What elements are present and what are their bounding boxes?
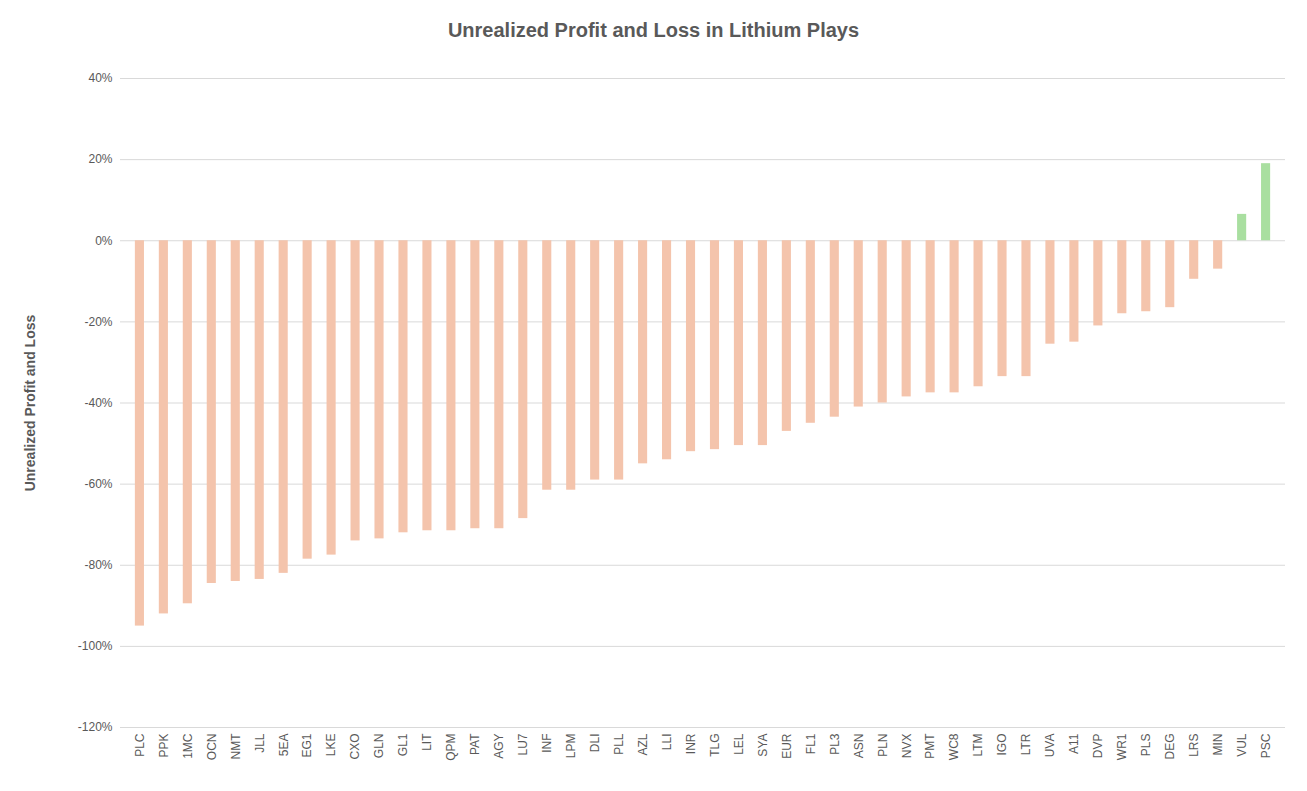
svg-text:PSC: PSC	[1259, 733, 1273, 758]
svg-text:PAT: PAT	[468, 733, 482, 755]
svg-text:EUR: EUR	[780, 733, 794, 759]
svg-text:JLL: JLL	[253, 733, 267, 753]
svg-text:VUL: VUL	[1235, 733, 1249, 757]
svg-text:UVA: UVA	[1043, 734, 1057, 758]
svg-text:TLG: TLG	[708, 734, 722, 757]
svg-text:INR: INR	[684, 733, 698, 754]
svg-text:LLI: LLI	[660, 734, 674, 751]
svg-text:40%: 40%	[88, 71, 112, 85]
svg-text:PLL: PLL	[612, 733, 626, 755]
svg-text:PPK: PPK	[157, 734, 171, 758]
svg-text:LEL: LEL	[732, 733, 746, 755]
svg-text:DVP: DVP	[1091, 734, 1105, 759]
svg-text:-40%: -40%	[84, 396, 112, 410]
svg-text:5EA: 5EA	[277, 734, 291, 757]
svg-text:LTR: LTR	[1019, 733, 1033, 755]
svg-text:-80%: -80%	[84, 558, 112, 572]
svg-text:A11: A11	[1067, 733, 1081, 754]
html-text:Unrealized Profit and Loss in: Unrealized Profit and Loss in Lithium Pl…	[447, 19, 860, 41]
svg-text:NMT: NMT	[229, 733, 243, 760]
svg-text:ASN: ASN	[852, 734, 866, 759]
svg-text:OCN: OCN	[205, 734, 219, 761]
svg-text:-120%: -120%	[78, 720, 113, 734]
svg-text:EG1: EG1	[300, 733, 314, 757]
svg-text:20%: 20%	[88, 152, 112, 166]
svg-text:Unrealized Profit and Loss: Unrealized Profit and Loss	[22, 314, 38, 491]
svg-text:CXO: CXO	[348, 734, 362, 760]
svg-text:-100%: -100%	[78, 639, 113, 653]
svg-text:LRS: LRS	[1187, 734, 1201, 757]
svg-text:AGY: AGY	[492, 734, 506, 759]
svg-text:LU7: LU7	[516, 733, 530, 755]
svg-text:GL1: GL1	[396, 733, 410, 756]
svg-text:LTM: LTM	[971, 733, 985, 756]
svg-text:DEG: DEG	[1163, 734, 1177, 760]
svg-text:SYA: SYA	[756, 734, 770, 757]
svg-text:FL1: FL1	[804, 733, 818, 754]
svg-text:PMT: PMT	[923, 733, 937, 759]
svg-text:INF: INF	[540, 734, 554, 753]
svg-text:0%: 0%	[95, 234, 113, 248]
svg-text:PLS: PLS	[1139, 734, 1153, 757]
svg-text:GLN: GLN	[372, 734, 386, 759]
svg-text:PL3: PL3	[828, 733, 842, 755]
svg-text:-60%: -60%	[84, 477, 112, 491]
svg-text:WR1: WR1	[1115, 733, 1129, 760]
svg-text:QPM: QPM	[444, 734, 458, 761]
svg-text:WC8: WC8	[947, 733, 961, 760]
svg-text:PLC: PLC	[133, 733, 147, 757]
svg-text:1MC: 1MC	[181, 733, 195, 759]
svg-text:DLI: DLI	[588, 734, 602, 753]
svg-text:LKE: LKE	[324, 734, 338, 757]
svg-text:AZL: AZL	[636, 733, 650, 755]
svg-text:LIT: LIT	[420, 733, 434, 751]
svg-text:NVX: NVX	[900, 734, 914, 759]
svg-text:MIN: MIN	[1211, 734, 1225, 756]
svg-text:LPM: LPM	[564, 734, 578, 759]
svg-text:-20%: -20%	[84, 315, 112, 329]
svg-text:PLN: PLN	[876, 734, 890, 757]
svg-text:IGO: IGO	[995, 734, 1009, 756]
